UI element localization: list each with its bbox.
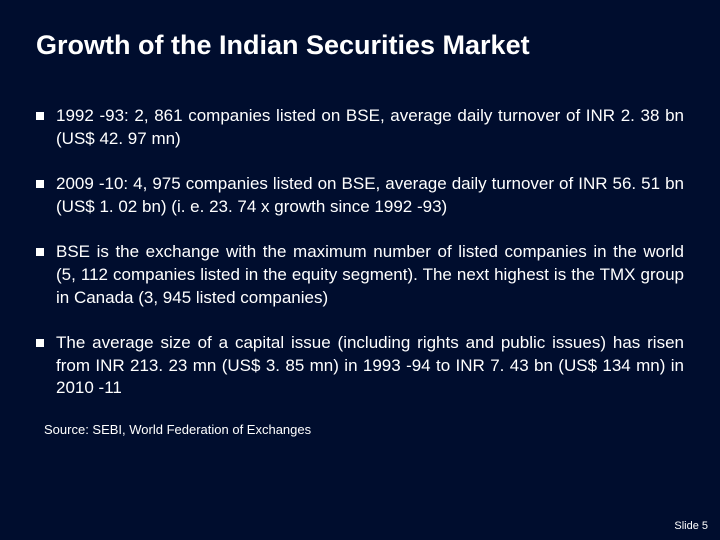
bullet-item: 1992 -93: 2, 861 companies listed on BSE… [36, 105, 684, 151]
slide-number: Slide 5 [674, 520, 708, 532]
square-bullet-icon [36, 180, 44, 188]
bullet-text: 2009 -10: 4, 975 companies listed on BSE… [56, 173, 684, 219]
source-citation: Source: SEBI, World Federation of Exchan… [44, 422, 684, 437]
square-bullet-icon [36, 112, 44, 120]
bullet-text: The average size of a capital issue (inc… [56, 332, 684, 401]
square-bullet-icon [36, 248, 44, 256]
bullet-text: 1992 -93: 2, 861 companies listed on BSE… [56, 105, 684, 151]
bullet-text: BSE is the exchange with the maximum num… [56, 241, 684, 310]
bullet-list: 1992 -93: 2, 861 companies listed on BSE… [36, 105, 684, 400]
square-bullet-icon [36, 339, 44, 347]
slide-title: Growth of the Indian Securities Market [36, 30, 684, 61]
bullet-item: 2009 -10: 4, 975 companies listed on BSE… [36, 173, 684, 219]
bullet-item: BSE is the exchange with the maximum num… [36, 241, 684, 310]
bullet-item: The average size of a capital issue (inc… [36, 332, 684, 401]
